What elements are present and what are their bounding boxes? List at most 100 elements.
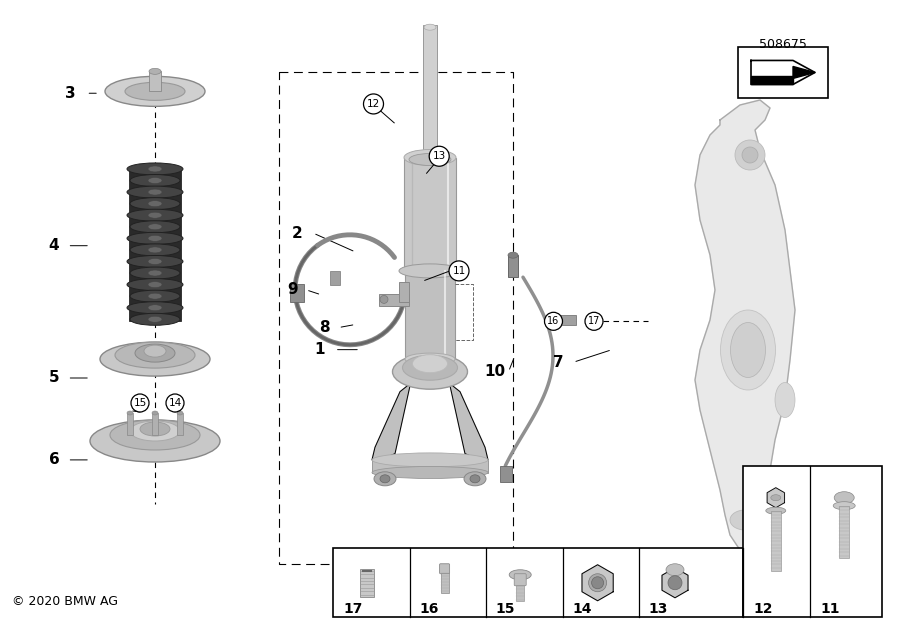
Ellipse shape	[148, 189, 162, 195]
Ellipse shape	[380, 475, 390, 483]
Ellipse shape	[127, 186, 183, 198]
Circle shape	[364, 94, 383, 114]
Ellipse shape	[127, 163, 183, 175]
Ellipse shape	[148, 212, 162, 218]
Ellipse shape	[130, 220, 180, 232]
Bar	[500, 466, 512, 482]
Bar	[738, 47, 828, 98]
Polygon shape	[450, 384, 488, 460]
Circle shape	[668, 576, 682, 590]
Ellipse shape	[372, 466, 488, 479]
Ellipse shape	[148, 166, 162, 172]
Ellipse shape	[833, 501, 855, 510]
Circle shape	[585, 312, 603, 330]
Bar	[330, 271, 340, 285]
Ellipse shape	[148, 282, 162, 288]
Text: 9: 9	[287, 282, 298, 297]
Bar	[149, 71, 161, 91]
Circle shape	[742, 147, 758, 163]
Bar	[770, 511, 781, 571]
Ellipse shape	[115, 342, 195, 368]
Polygon shape	[751, 76, 793, 84]
Ellipse shape	[834, 491, 854, 504]
Polygon shape	[767, 488, 785, 508]
Ellipse shape	[148, 316, 162, 323]
Ellipse shape	[148, 247, 162, 253]
Ellipse shape	[90, 420, 220, 462]
Text: 508675: 508675	[759, 38, 807, 50]
Text: 15: 15	[133, 398, 147, 408]
Bar	[127, 413, 133, 435]
Ellipse shape	[721, 310, 776, 390]
Text: 17: 17	[344, 602, 364, 616]
Text: 5: 5	[49, 370, 59, 386]
Ellipse shape	[508, 252, 518, 258]
Ellipse shape	[149, 68, 161, 74]
Text: 2: 2	[292, 226, 302, 241]
Bar	[441, 573, 448, 593]
Text: 16: 16	[547, 316, 560, 326]
Bar	[333, 548, 742, 617]
Ellipse shape	[666, 564, 684, 576]
Ellipse shape	[148, 236, 162, 241]
Ellipse shape	[392, 354, 467, 389]
Ellipse shape	[177, 411, 183, 415]
Bar	[405, 271, 455, 359]
Ellipse shape	[424, 24, 436, 30]
Ellipse shape	[130, 313, 180, 325]
Ellipse shape	[148, 200, 162, 207]
Ellipse shape	[127, 232, 183, 244]
Polygon shape	[793, 66, 815, 79]
Ellipse shape	[130, 267, 180, 279]
Ellipse shape	[464, 472, 486, 486]
Circle shape	[589, 574, 607, 592]
Ellipse shape	[105, 76, 205, 106]
Circle shape	[380, 295, 388, 304]
Ellipse shape	[152, 411, 158, 415]
Text: 6: 6	[49, 452, 59, 467]
Ellipse shape	[130, 175, 180, 186]
Polygon shape	[582, 564, 613, 601]
Bar	[152, 413, 158, 435]
Text: 14: 14	[168, 398, 182, 408]
Text: © 2020 BMW AG: © 2020 BMW AG	[12, 595, 118, 608]
Ellipse shape	[509, 570, 531, 580]
Ellipse shape	[148, 258, 162, 265]
Circle shape	[429, 146, 449, 166]
Ellipse shape	[127, 209, 183, 221]
Ellipse shape	[405, 353, 455, 365]
Ellipse shape	[130, 421, 180, 441]
Text: 15: 15	[496, 602, 516, 616]
Ellipse shape	[148, 305, 162, 311]
Circle shape	[544, 312, 562, 330]
Ellipse shape	[404, 149, 456, 166]
Bar	[399, 282, 409, 302]
FancyBboxPatch shape	[514, 574, 526, 586]
Text: 12: 12	[753, 602, 773, 616]
Text: 13: 13	[648, 602, 668, 616]
Polygon shape	[372, 384, 410, 460]
Ellipse shape	[775, 382, 795, 418]
Bar	[560, 315, 575, 325]
Ellipse shape	[100, 342, 210, 376]
Bar	[177, 413, 183, 435]
Bar	[360, 569, 374, 597]
Ellipse shape	[770, 495, 781, 501]
Ellipse shape	[130, 290, 180, 302]
Ellipse shape	[130, 244, 180, 256]
Text: 14: 14	[572, 602, 592, 616]
Ellipse shape	[140, 422, 170, 436]
Ellipse shape	[148, 270, 162, 276]
Ellipse shape	[144, 345, 166, 357]
Circle shape	[735, 140, 765, 170]
Bar	[129, 167, 181, 321]
Ellipse shape	[127, 411, 133, 415]
Ellipse shape	[374, 472, 396, 486]
Circle shape	[166, 394, 184, 412]
Ellipse shape	[731, 323, 766, 377]
Text: 11: 11	[821, 602, 841, 616]
Bar	[839, 506, 850, 558]
Ellipse shape	[127, 278, 183, 290]
FancyBboxPatch shape	[439, 564, 450, 574]
Ellipse shape	[148, 224, 162, 230]
